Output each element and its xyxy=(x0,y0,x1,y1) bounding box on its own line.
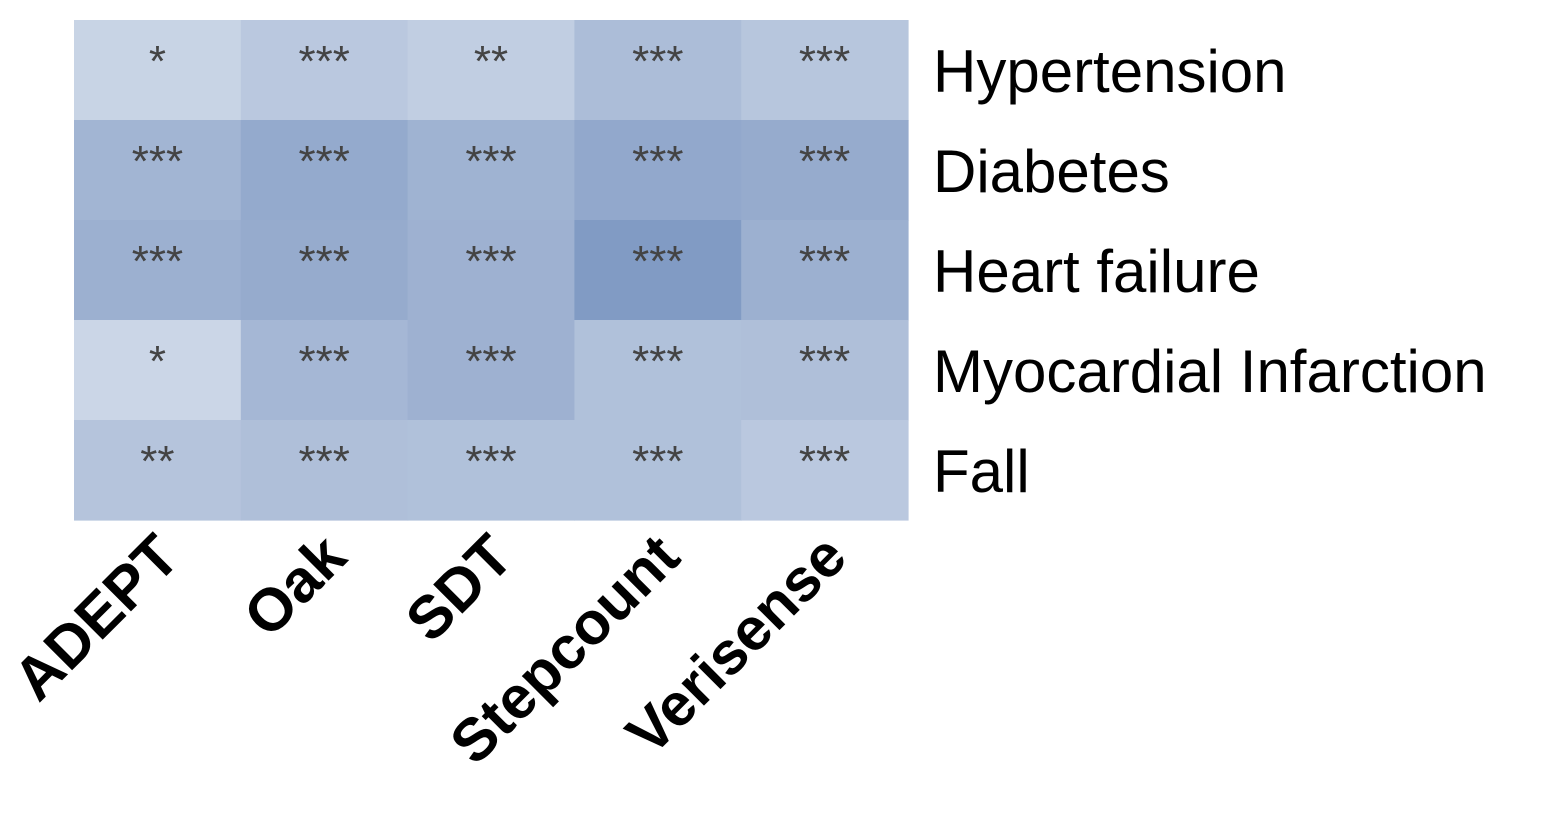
significance-label-fall-oak: *** xyxy=(299,437,350,486)
heatmap-cell-fall-oak xyxy=(240,420,409,521)
heatmap-cell-diabetes-oak xyxy=(240,120,409,221)
heatmap-cell-heart-failure-stepcount xyxy=(574,220,742,321)
significance-label-myocardial-infarction-verisense: *** xyxy=(799,337,850,386)
heatmap-cell-myocardial-infarction-oak xyxy=(240,320,409,421)
significance-label-heart-failure-verisense: *** xyxy=(799,237,850,286)
significance-label-myocardial-infarction-sdt: *** xyxy=(465,337,516,386)
significance-label-heart-failure-oak: *** xyxy=(299,237,350,286)
column-label-sdt: SDT xyxy=(393,522,525,654)
heatmap-cell-myocardial-infarction-stepcount xyxy=(574,320,742,421)
significance-label-fall-sdt: *** xyxy=(465,437,516,486)
heatmap-cell-myocardial-infarction-adept xyxy=(74,320,242,421)
heatmap-cell-heart-failure-adept xyxy=(74,220,242,321)
significance-label-fall-stepcount: *** xyxy=(632,437,683,486)
heatmap-cell-diabetes-stepcount xyxy=(574,120,742,221)
significance-label-diabetes-stepcount: *** xyxy=(632,137,683,186)
significance-label-myocardial-infarction-stepcount: *** xyxy=(632,337,683,386)
heatmap-cell-hypertension-oak xyxy=(240,20,409,121)
significance-label-hypertension-verisense: *** xyxy=(799,37,850,86)
heatmap-cell-fall-sdt xyxy=(407,420,575,521)
significance-label-fall-verisense: *** xyxy=(799,437,850,486)
significance-label-heart-failure-adept: *** xyxy=(132,237,183,286)
heatmap-cell-fall-adept xyxy=(74,420,242,521)
significance-label-hypertension-stepcount: *** xyxy=(632,37,683,86)
heatmap-cell-hypertension-sdt xyxy=(407,20,575,121)
significance-label-hypertension-oak: *** xyxy=(299,37,350,86)
significance-label-heart-failure-sdt: *** xyxy=(465,237,516,286)
row-label-myocardial-infarction: Myocardial Infarction xyxy=(933,338,1487,405)
heatmap-cell-myocardial-infarction-sdt xyxy=(407,320,575,421)
heatmap-cell-hypertension-adept xyxy=(74,20,242,121)
significance-label-heart-failure-stepcount: *** xyxy=(632,237,683,286)
heatmap-cell-hypertension-verisense xyxy=(741,20,909,121)
heatmap-cell-diabetes-sdt xyxy=(407,120,575,221)
heatmap-cell-heart-failure-oak xyxy=(240,220,409,321)
significance-label-fall-adept: ** xyxy=(140,437,174,486)
significance-label-diabetes-sdt: *** xyxy=(465,137,516,186)
heatmap-cell-fall-verisense xyxy=(741,420,909,521)
heatmap-cell-hypertension-stepcount xyxy=(574,20,742,121)
significance-label-diabetes-verisense: *** xyxy=(799,137,850,186)
row-label-diabetes: Diabetes xyxy=(933,138,1170,205)
heatmap-cells xyxy=(74,20,909,521)
significance-label-myocardial-infarction-oak: *** xyxy=(299,337,350,386)
significance-label-hypertension-adept: * xyxy=(149,37,166,86)
row-label-hypertension: Hypertension xyxy=(933,38,1287,105)
heatmap-cell-diabetes-adept xyxy=(74,120,242,221)
row-label-fall: Fall xyxy=(933,438,1030,505)
column-label-oak: Oak xyxy=(231,521,359,649)
heatmap-cell-fall-stepcount xyxy=(574,420,742,521)
significance-label-myocardial-infarction-adept: * xyxy=(149,337,166,386)
heatmap-cell-heart-failure-verisense xyxy=(741,220,909,321)
column-label-adept: ADEPT xyxy=(0,522,191,713)
row-label-heart-failure: Heart failure xyxy=(933,238,1260,305)
significance-label-diabetes-adept: *** xyxy=(132,137,183,186)
heatmap-cell-labels: * *** ** *** ****** *** *** *** ****** *** *** *** *… xyxy=(132,37,851,486)
heatmap-cell-diabetes-verisense xyxy=(741,120,909,221)
heatmap-cell-heart-failure-sdt xyxy=(407,220,575,321)
heatmap-cell-myocardial-infarction-verisense xyxy=(741,320,909,421)
significance-label-diabetes-oak: *** xyxy=(299,137,350,186)
row-labels: Hypertension Diabetes Heart failure Myocard… xyxy=(933,38,1487,505)
significance-label-hypertension-sdt: ** xyxy=(474,37,508,86)
